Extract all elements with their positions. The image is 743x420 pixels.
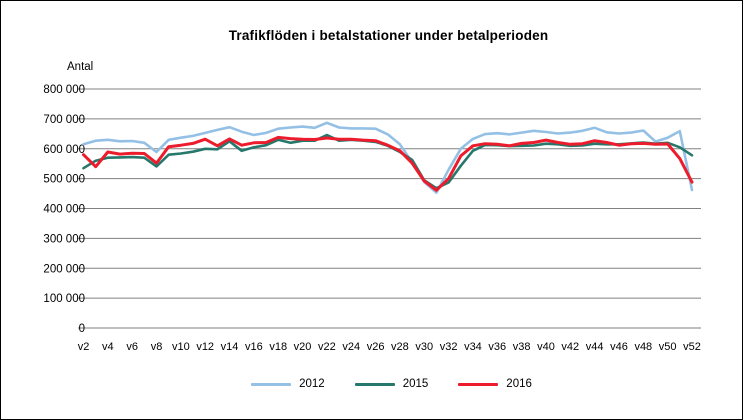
y-tick-label: 800 000: [43, 84, 85, 96]
legend-marker-2012: [251, 382, 292, 386]
series-line-2012: [82, 121, 694, 194]
x-tick-label: v48: [634, 341, 652, 353]
x-tick-label: v20: [294, 341, 312, 353]
x-tick-label: v50: [659, 341, 677, 353]
x-tick-label: v34: [464, 341, 482, 353]
x-tick-label: v40: [537, 341, 555, 353]
x-tick-label: v16: [245, 341, 263, 353]
x-tick-label: v4: [102, 341, 114, 353]
y-tick-label: 600 000: [43, 144, 85, 156]
y-tick-label: 400 000: [43, 204, 85, 216]
series-line-2016: [82, 135, 694, 192]
chart-title: Trafikflöden i betalstationer under beta…: [228, 28, 549, 43]
legend-item-2015: 2015: [354, 378, 429, 390]
legend-item-2012: 2012: [251, 378, 325, 390]
x-tick-label: v36: [488, 341, 506, 353]
x-tick-label: v46: [610, 341, 628, 353]
legend-label: 2012: [299, 378, 325, 390]
legend: 2012 2015 2016: [41, 374, 742, 394]
legend-marker-2015: [354, 382, 395, 386]
legend-marker-2016: [458, 382, 499, 386]
x-tick-label: v10: [172, 341, 190, 353]
legend-item-2016: 2016: [458, 378, 532, 390]
y-tick-label: 0: [79, 323, 85, 335]
x-tick-label: v52: [683, 341, 701, 353]
x-tick-label: v30: [415, 341, 433, 353]
x-tick-label: v44: [586, 341, 604, 353]
y-tick-label: 100 000: [43, 293, 85, 305]
legend-label: 2016: [506, 378, 532, 390]
x-tick-label: v22: [318, 341, 336, 353]
y-tick-label: 300 000: [43, 233, 85, 245]
x-tick-label: v38: [513, 341, 531, 353]
x-tick-label: v26: [367, 341, 385, 353]
y-axis-unit-label: Antal: [67, 61, 94, 73]
x-tick-label: v32: [440, 341, 458, 353]
x-tick-label: v12: [196, 341, 214, 353]
x-tick-label: v8: [151, 341, 163, 353]
x-tick-label: v14: [221, 341, 239, 353]
y-tick-label: 700 000: [43, 114, 85, 126]
y-tick-label: 200 000: [43, 263, 85, 275]
x-tick-label: v42: [561, 341, 579, 353]
x-tick-label: v2: [78, 341, 90, 353]
x-tick-label: v24: [342, 341, 360, 353]
x-tick-label: v18: [269, 341, 287, 353]
y-tick-label: 500 000: [43, 174, 85, 186]
legend-label: 2015: [402, 378, 429, 390]
x-tick-label: v6: [126, 341, 138, 353]
x-tick-label: v28: [391, 341, 409, 353]
